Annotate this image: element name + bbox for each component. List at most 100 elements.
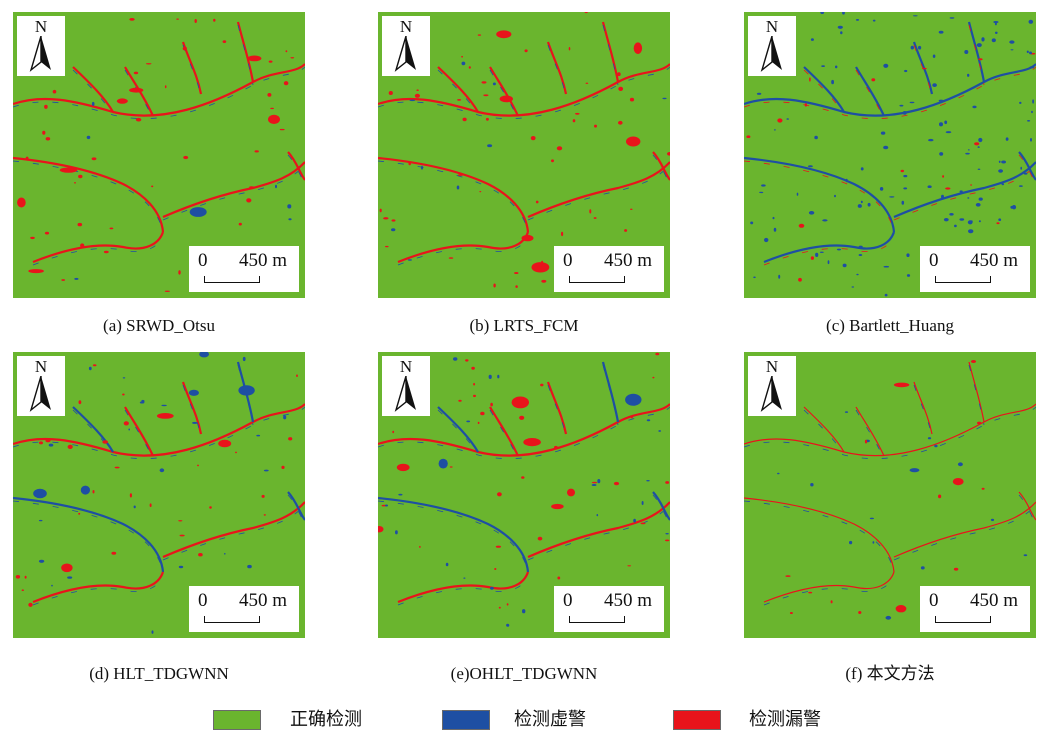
river-trace-secondary [489,69,519,120]
detection-blob [407,259,412,261]
detection-blob [496,30,512,39]
detection-blob [91,101,95,106]
detection-blob [145,63,152,65]
detection-blob [563,426,566,431]
detection-blob [466,420,471,423]
detection-blob [123,421,129,426]
detection-blob [883,145,889,150]
scale-zero: 0 [563,250,573,271]
detection-blob [759,191,764,194]
detection-blob [59,167,78,173]
scale-zero: 0 [563,590,573,611]
river-trace-secondary [968,24,985,86]
scale-line [569,276,625,283]
river-trace [527,161,670,219]
detection-blob [551,503,564,510]
detection-blob [379,208,382,213]
river-trace [181,381,203,435]
detection-blob [182,46,187,51]
detection-blob [183,155,189,160]
detection-blob [1005,137,1009,141]
river-trace [913,381,933,435]
detection-blob [151,630,154,634]
detection-blob [993,21,999,23]
detection-blob [903,174,908,178]
detection-blob [92,490,95,494]
detection-blob [541,279,547,283]
river-trace-secondary [744,406,1036,459]
detection-blob [179,534,185,537]
detection-blob [391,228,396,232]
detection-blob [977,168,981,170]
river-trace [378,156,530,233]
detection-blob [934,444,938,448]
detection-blob [655,352,660,356]
detection-blob [798,277,802,282]
detection-blob [80,485,90,495]
detection-blob [858,245,863,248]
detection-blob [129,18,135,21]
detection-blob [114,466,120,469]
detection-blob [808,211,815,215]
detection-blob [385,504,388,507]
map-panel-a: N 0 450 m [13,12,305,298]
river-trace [652,491,670,521]
river-trace [489,66,520,117]
river-trace-secondary [437,69,479,116]
detection-blob [247,55,262,62]
detection-blob [222,40,227,43]
detection-blob [523,438,541,447]
river-trace [287,491,305,521]
detection-blob [42,130,46,135]
legend-swatch-false-alarm [442,710,490,730]
detection-blob [156,413,174,419]
river-trace-secondary [378,406,670,459]
river-trace [437,66,479,113]
detection-blob [1023,172,1028,175]
detection-blob [506,623,510,627]
detection-blob [28,602,33,607]
detection-blob [15,575,21,579]
north-arrow: N [748,16,796,76]
detection-blob [938,494,942,499]
river-trace-secondary [182,44,202,98]
north-arrow-icon [760,36,782,72]
detection-blob [494,568,497,570]
detection-blob [535,200,539,204]
detection-blob [86,135,91,140]
river-trace [13,156,165,233]
river-trace-secondary [32,234,164,266]
detection-blob [906,253,910,257]
river-trace-secondary [652,494,670,524]
detection-blob [551,159,554,163]
detection-blob [990,518,995,522]
detection-blob [932,83,937,87]
detection-blob [967,197,970,199]
river-trace [162,501,305,559]
detection-blob [633,518,636,523]
river-trace [744,497,895,573]
detection-blob [842,12,845,15]
detection-blob [463,577,466,579]
detection-blob [209,506,212,509]
river-trace-secondary [13,66,305,119]
detection-blob [164,290,170,292]
detection-blob [883,265,890,268]
river-trace-secondary [652,154,670,184]
detection-blob [872,541,875,544]
scale-distance: 450 m [970,250,1019,271]
detection-blob [471,366,475,370]
river-trace-secondary [602,364,619,426]
detection-blob [575,112,580,115]
detection-blob [885,615,892,620]
detection-blob [495,545,502,548]
detection-blob [665,533,669,535]
detection-blob [820,12,825,14]
map-panel-f: N 0 450 m [744,352,1036,638]
detection-blob [895,605,907,613]
detection-blob [808,165,813,168]
river-trace-secondary [437,409,479,456]
detection-blob [1020,166,1022,170]
detection-blob [537,536,543,541]
detection-blob [493,283,496,288]
